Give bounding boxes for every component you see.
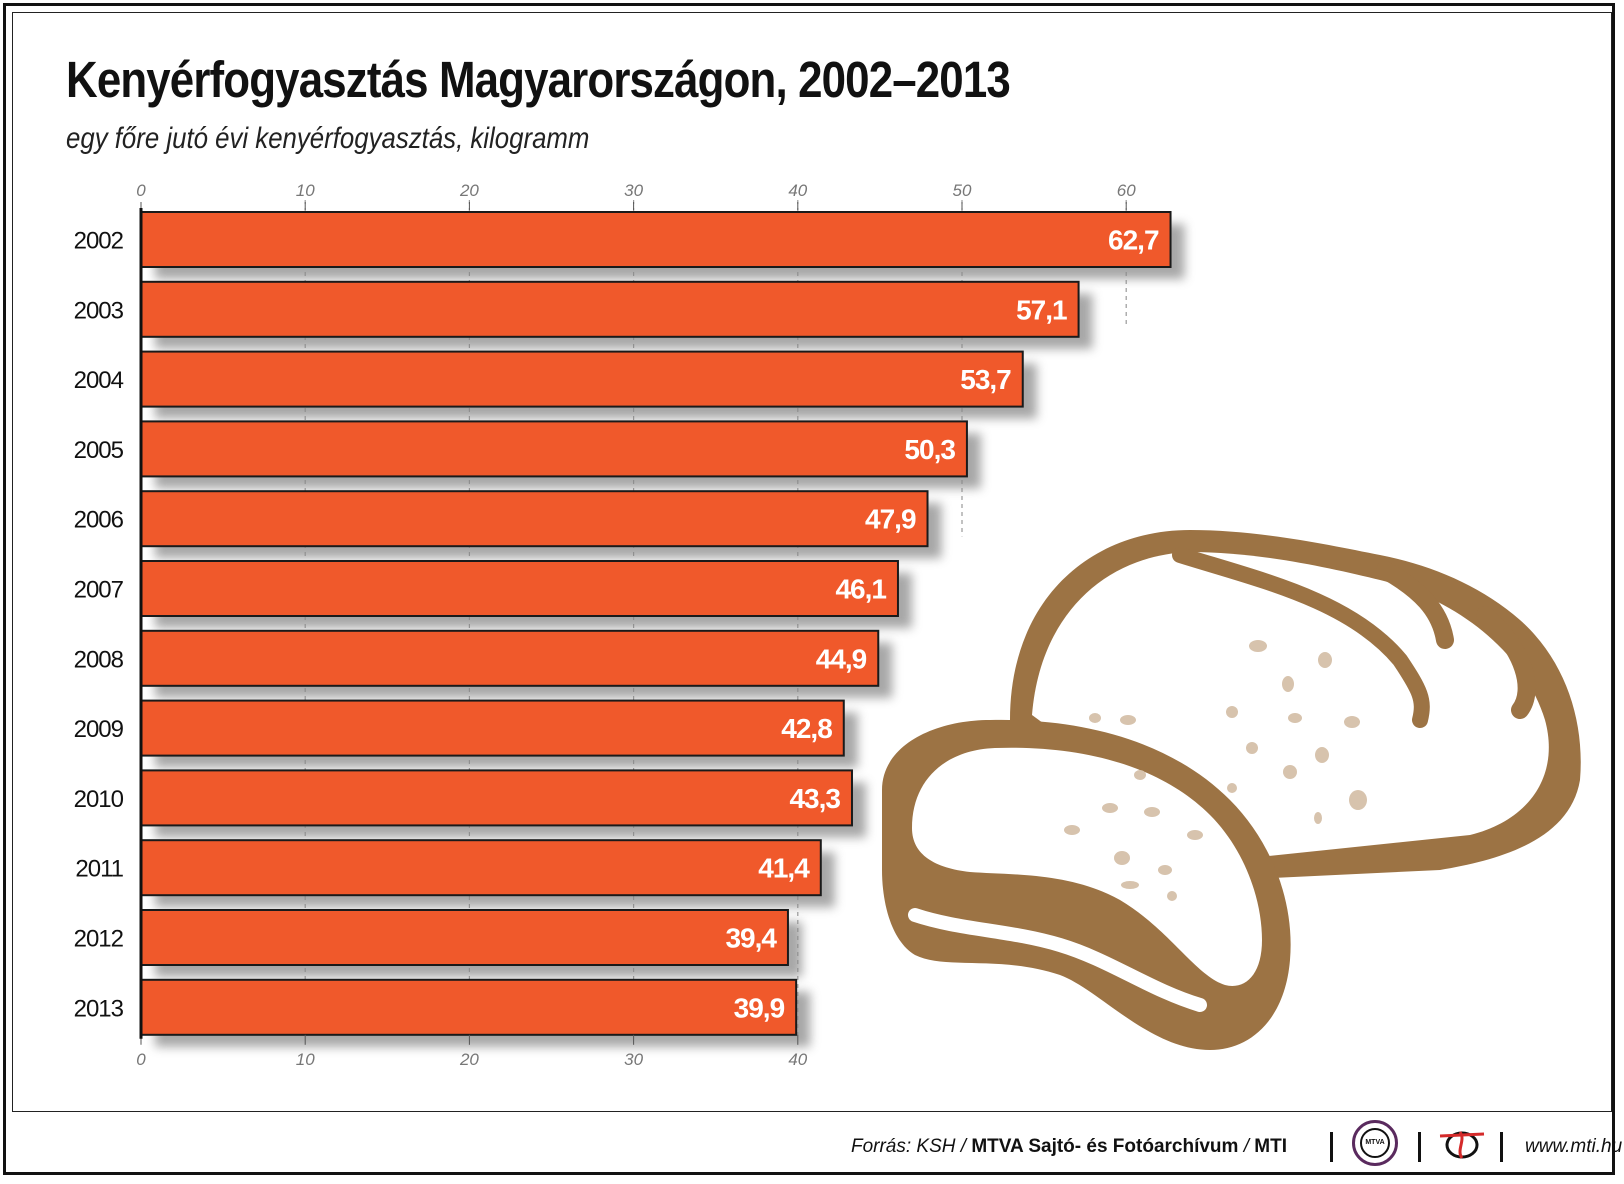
category-label: 2004 <box>74 367 124 394</box>
category-label: 2013 <box>74 995 124 1022</box>
bar <box>140 490 929 548</box>
bar <box>140 629 880 687</box>
footer-url: www.mti.hu <box>1525 1136 1623 1157</box>
chart-frame <box>12 12 1612 1112</box>
footer-source: Forrás: KSH / MTVA Sajtó- és Fotóarchívu… <box>851 1136 1287 1158</box>
bar-value-label: 57,1 <box>1016 294 1067 325</box>
bars: 62,7 57,1 53,7 50,3 47,9 46,1 44,9 42,8 43,3 41,4… <box>140 211 1172 1036</box>
bar <box>140 699 845 757</box>
bar <box>140 839 822 897</box>
top-axis-tick-label: 0 <box>136 181 146 200</box>
top-axis-tick-label: 10 <box>296 181 315 200</box>
footer-separator <box>1500 1132 1503 1162</box>
bar-value-label: 39,4 <box>725 923 777 954</box>
source-label: Forrás: KSH / <box>850 1136 972 1157</box>
top-axis-tick-label: 20 <box>459 181 479 200</box>
bottom-axis-tick-label: 20 <box>459 1050 479 1069</box>
bottom-axis-tick-label: 0 <box>136 1050 146 1069</box>
bar-value-label: 41,4 <box>758 853 810 884</box>
chart-title: Kenyérfogyasztás Magyarországon, 2002–20… <box>66 51 1011 108</box>
bar <box>140 769 853 827</box>
category-label: 2010 <box>74 786 124 813</box>
bar-value-label: 46,1 <box>835 574 886 605</box>
bar-value-label: 53,7 <box>960 364 1011 395</box>
category-label: 2007 <box>74 577 124 604</box>
bar-value-label: 47,9 <box>865 504 916 535</box>
category-label: 2003 <box>74 297 124 324</box>
bar <box>140 211 1172 268</box>
bar-value-label: 42,8 <box>781 713 832 744</box>
category-label: 2012 <box>74 926 124 953</box>
agency-name: MTI <box>1254 1136 1287 1157</box>
bottom-axis-tick-label: 30 <box>624 1050 643 1069</box>
mtva-logo-text: MTVA <box>1360 1128 1390 1158</box>
bar <box>140 909 789 966</box>
mti-logo-icon <box>1439 1131 1485 1159</box>
top-axis-tick-label: 40 <box>788 181 807 200</box>
footer-separator <box>1330 1132 1333 1162</box>
top-axis-tick-label: 30 <box>624 181 643 200</box>
bottom-axis-tick-label: 10 <box>296 1050 315 1069</box>
source-slash: / <box>1238 1136 1255 1157</box>
top-axis-tick-label: 60 <box>1117 181 1136 200</box>
bar <box>140 978 798 1036</box>
category-label: 2009 <box>74 716 124 743</box>
category-label: 2005 <box>74 437 124 464</box>
top-axis-tick-label: 50 <box>953 181 972 200</box>
bar <box>140 420 968 478</box>
category-label: 2002 <box>74 228 124 255</box>
mtva-logo-icon: MTVA <box>1352 1120 1398 1166</box>
archive-name: MTVA Sajtó- és Fotóarchívum <box>971 1136 1239 1157</box>
axes: 0 10 20 30 40 50 60 0 10 20 30 40 2002 2003 2004 2005 20… <box>74 181 1137 1069</box>
bar-value-label: 50,3 <box>904 434 955 465</box>
bar <box>140 350 1024 408</box>
outer-frame <box>3 3 1615 1175</box>
footer-separator <box>1418 1132 1421 1162</box>
chart-subtitle: egy főre jutó évi kenyérfogyasztás, kilo… <box>66 122 590 155</box>
bread-loaf-icon <box>882 530 1581 1050</box>
bar <box>140 560 899 617</box>
bar-value-label: 44,9 <box>816 643 867 674</box>
bar-value-label: 43,3 <box>789 783 840 814</box>
category-label: 2008 <box>74 646 124 673</box>
bar-value-label: 39,9 <box>734 992 785 1023</box>
bar-value-label: 62,7 <box>1108 225 1159 256</box>
category-label: 2006 <box>74 507 124 534</box>
footer: Forrás: KSH / MTVA Sajtó- és Fotóarchívu… <box>0 1120 1624 1168</box>
bar <box>140 280 1080 338</box>
bottom-axis-tick-label: 40 <box>788 1050 807 1069</box>
category-label: 2011 <box>75 856 123 883</box>
